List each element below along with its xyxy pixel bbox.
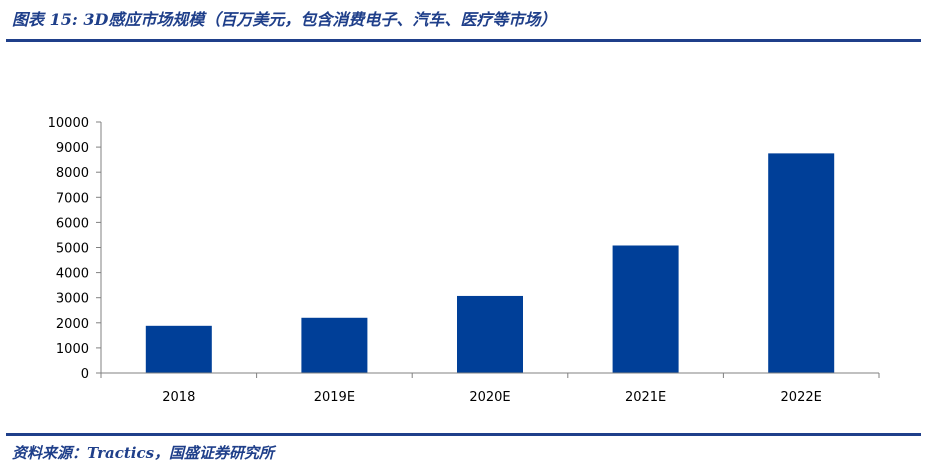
x-tick-label: 2021E <box>625 390 666 405</box>
y-tick-label: 5000 <box>56 242 89 257</box>
figure-title: 图表 15: 3D感应市场规模（百万美元，包含消费电子、汽车、医疗等市场） <box>12 10 557 29</box>
y-axis-ticks: 0 1000 2000 3000 4000 5000 6000 7000 8000 9000 100… <box>48 116 101 382</box>
y-tick-label: 9000 <box>56 141 89 156</box>
y-tick-label: 10000 <box>48 116 89 131</box>
y-tick-label: 1000 <box>56 342 89 357</box>
bar-2020e <box>457 295 523 373</box>
bar-2022e <box>768 153 835 373</box>
x-axis-ticks: 2018 2019E 2020E 2021E 2022E <box>100 373 880 405</box>
bar-2019e <box>301 317 368 373</box>
y-tick-label: 3000 <box>56 292 89 307</box>
x-tick-label: 2019E <box>314 390 355 405</box>
bar-2021e <box>612 245 679 373</box>
y-tick-label: 0 <box>81 367 89 382</box>
figure-source: 资料来源：Tractics，国盛证券研究所 <box>12 444 275 462</box>
bars <box>145 153 835 373</box>
title-rule <box>6 39 921 42</box>
y-tick-label: 7000 <box>56 191 89 206</box>
y-tick-label: 8000 <box>56 166 89 181</box>
x-tick-label: 2018 <box>162 390 195 405</box>
y-tick-label: 4000 <box>56 267 89 282</box>
source-rule <box>6 433 921 436</box>
bar-2018 <box>145 325 212 373</box>
y-tick-label: 2000 <box>56 317 89 332</box>
x-tick-label: 2022E <box>781 390 822 405</box>
y-tick-label: 6000 <box>56 216 89 231</box>
x-tick-label: 2020E <box>469 390 510 405</box>
